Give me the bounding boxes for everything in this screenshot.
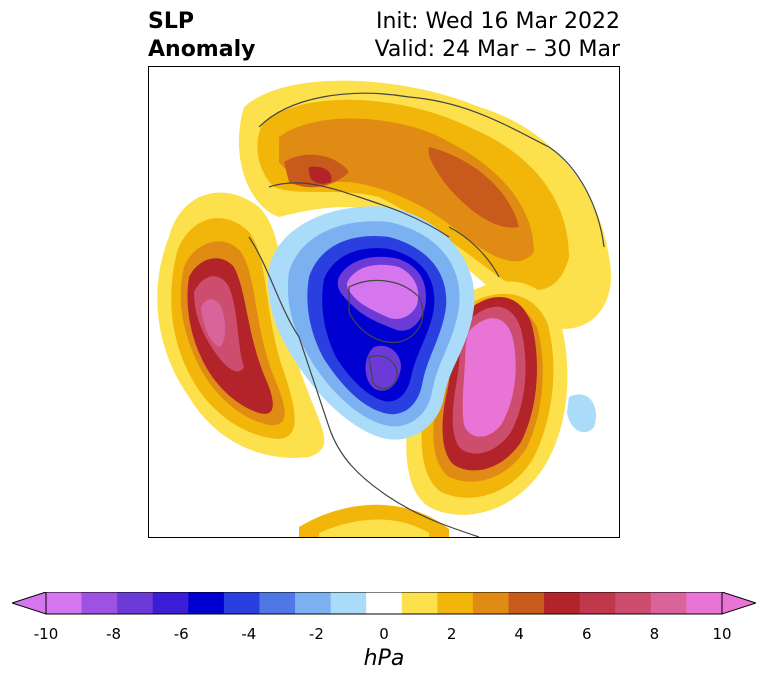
colorbar-segment xyxy=(188,592,225,614)
colorbar-segment xyxy=(579,592,616,614)
colorbar-segment xyxy=(686,592,723,614)
colorbar-segment xyxy=(472,592,510,614)
colorbar-segment xyxy=(366,592,403,614)
coastlines xyxy=(248,92,605,537)
colorbar-segment xyxy=(81,592,118,614)
colorbar-tick-label: 8 xyxy=(649,625,660,643)
colorbar-segment xyxy=(437,592,474,614)
colorbar-outline xyxy=(45,592,723,615)
pacific-positive-anomaly xyxy=(157,192,325,458)
colorbar-tick-label: -4 xyxy=(241,625,257,643)
init-date: Init: Wed 16 Mar 2022 xyxy=(375,9,620,34)
colorbar-segment xyxy=(223,592,260,614)
colorbar-tick-label: 2 xyxy=(446,625,457,643)
date-info: Init: Wed 16 Mar 2022 Valid: 24 Mar – 30… xyxy=(375,8,620,64)
colorbar-segment xyxy=(330,592,367,614)
colorbar-tick-label: 0 xyxy=(379,625,389,643)
title-line-1: SLP xyxy=(148,9,194,34)
colorbar-segment xyxy=(117,592,154,614)
colorbar-tick-label: 6 xyxy=(582,625,592,643)
colorbar-segment xyxy=(295,592,332,614)
small-negative-patch xyxy=(567,394,597,433)
map-panel xyxy=(148,66,620,538)
chart-title: SLP Anomaly xyxy=(148,8,255,64)
colorbar-segment xyxy=(46,592,83,614)
colorbar xyxy=(12,592,756,615)
colorbar-segment xyxy=(544,592,581,614)
colorbar-tick-label: -8 xyxy=(106,625,122,643)
eurasia-positive-anomaly xyxy=(238,80,611,329)
valid-range: Valid: 24 Mar – 30 Mar xyxy=(374,37,620,62)
colorbar-tick-label: -2 xyxy=(308,625,324,643)
arctic-negative-anomaly xyxy=(268,206,475,440)
colorbar-segment xyxy=(259,592,296,614)
title-line-2: Anomaly xyxy=(148,37,256,62)
colorbar-over-arrow xyxy=(721,592,756,615)
colorbar-segment xyxy=(401,592,438,614)
colorbar-tick-label: -6 xyxy=(173,625,189,643)
colorbar-segment xyxy=(615,592,652,614)
colorbar-tick-label: 10 xyxy=(712,625,732,643)
colorbar-unit-label: hPa xyxy=(363,646,405,671)
colorbar-under-arrow xyxy=(12,592,47,615)
colorbar-segment xyxy=(152,592,189,614)
colorbar-segment xyxy=(650,592,687,614)
colorbar-tick-label: -10 xyxy=(33,625,59,643)
colorbar-segment xyxy=(508,592,545,614)
colorbar-tick-label: 4 xyxy=(514,625,524,643)
anomaly-map xyxy=(157,80,611,537)
